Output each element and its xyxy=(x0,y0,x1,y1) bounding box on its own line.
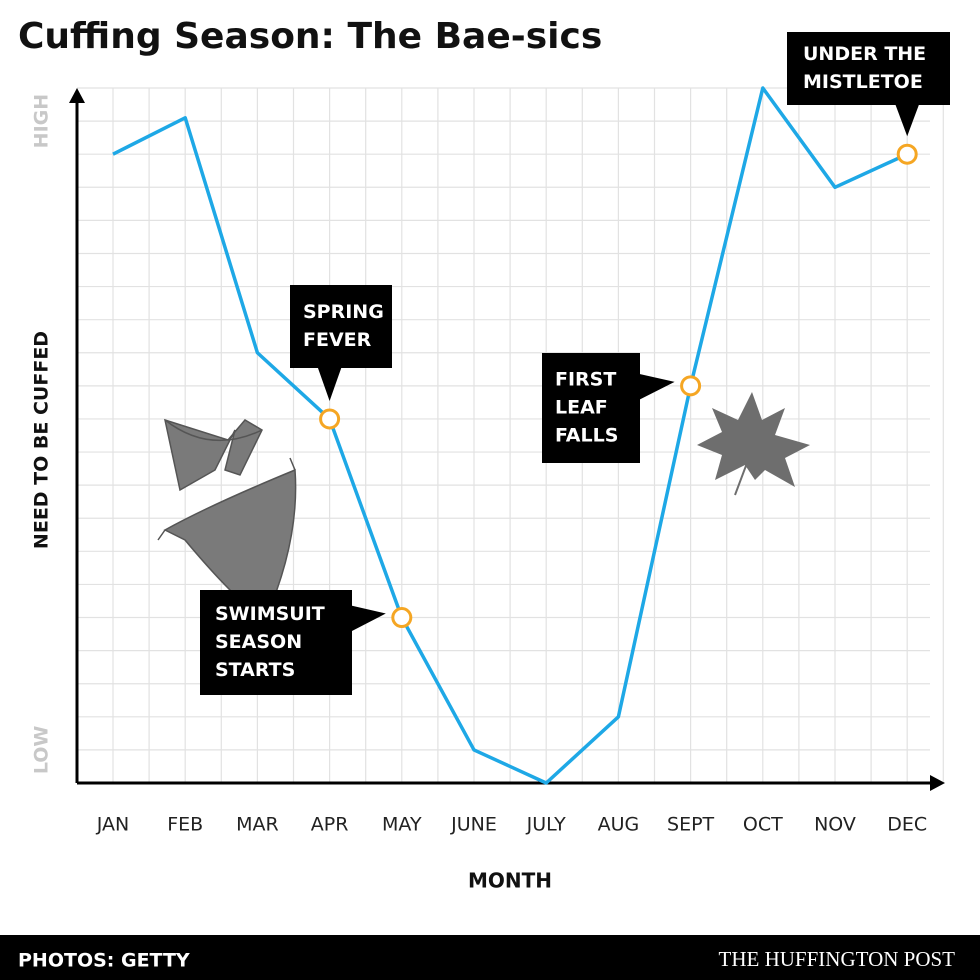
callout-text: FIRST xyxy=(555,369,616,391)
callout-text: LEAF xyxy=(555,397,608,419)
x-axis-arrow xyxy=(930,775,945,791)
x-tick-label: JUNE xyxy=(450,814,497,836)
callout-text: SPRING xyxy=(303,301,384,323)
callout-pointer xyxy=(351,605,386,632)
x-tick-label: NOV xyxy=(814,814,856,836)
y-axis-label: NEED TO BE CUFFED xyxy=(31,331,53,549)
callout-text: STARTS xyxy=(215,659,295,681)
highlight-marker xyxy=(896,143,918,165)
callout-text: UNDER THE xyxy=(803,43,926,65)
x-tick-label: JULY xyxy=(526,814,567,836)
callout-pointer xyxy=(895,104,920,137)
x-tick-label: AUG xyxy=(598,814,640,836)
highlight-marker xyxy=(680,375,702,397)
x-tick-label: JAN xyxy=(96,814,129,836)
bikini-photo xyxy=(157,418,297,622)
y-axis-arrow xyxy=(69,88,85,103)
footer-brand: THE HUFFINGTON POST xyxy=(719,947,956,971)
callout-text: SEASON xyxy=(215,631,302,653)
x-tick-label: MAY xyxy=(382,814,422,836)
callout-box xyxy=(290,285,392,368)
callout: FIRST LEAF FALLS xyxy=(542,353,675,463)
footer-bar xyxy=(0,935,980,980)
callout: SPRING FEVER xyxy=(290,285,392,401)
callout-text: MISTLETOE xyxy=(803,71,923,93)
chart-title: Cuffing Season: The Bae-sics xyxy=(18,16,602,57)
x-tick-label: APR xyxy=(311,814,349,836)
footer-credit: PHOTOS: GETTY xyxy=(18,950,190,972)
callout-text: FALLS xyxy=(555,425,618,447)
callout-box xyxy=(200,590,352,695)
y-tick-label: LOW xyxy=(31,726,53,775)
y-tick-label: HIGH xyxy=(31,94,53,148)
x-tick-label: DEC xyxy=(887,814,927,836)
callout-text: FEVER xyxy=(303,329,372,351)
plot: LOW HIGH JAN FEB MAR APR MAY JUNE JULY AUG SEPT OCT… xyxy=(31,32,950,836)
callout-box xyxy=(787,32,950,105)
callout-pointer xyxy=(317,367,342,401)
x-tick-label: SEPT xyxy=(667,814,715,836)
callout-pointer xyxy=(639,373,675,400)
callout: SWIMSUIT SEASON STARTS xyxy=(200,590,386,695)
line-series xyxy=(112,86,908,785)
x-tick-label: MAR xyxy=(236,814,279,836)
callout-box xyxy=(542,353,640,463)
callout-text: SWIMSUIT xyxy=(215,603,325,625)
callout: UNDER THE MISTLETOE xyxy=(787,32,950,137)
highlight-marker xyxy=(391,607,413,629)
x-axis-label: MONTH xyxy=(468,869,552,893)
leaf-photo xyxy=(697,392,810,496)
x-tick-label: FEB xyxy=(167,814,203,836)
x-tick-label: OCT xyxy=(743,814,783,836)
highlight-marker xyxy=(319,408,341,430)
